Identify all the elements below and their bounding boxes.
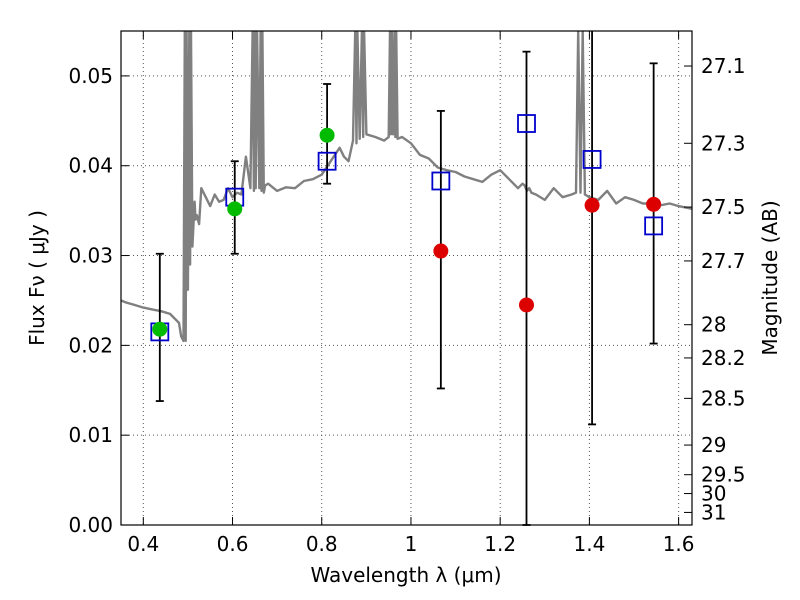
y2-tick-label: 27.5 xyxy=(701,195,746,219)
red-circle-point xyxy=(646,196,662,212)
axes-ticks: 0.4 0.6 0.8 1 1.2 1.4 1.6 0.00 0.01 0.02 0.03 0.04 0… xyxy=(68,31,746,556)
open-square-point xyxy=(431,171,451,191)
grid-lines xyxy=(121,31,692,526)
y-tick-label: 0.05 xyxy=(68,64,113,88)
y2-tick-label: 30 xyxy=(701,482,726,506)
open-square-point xyxy=(317,151,337,171)
red-circle-point xyxy=(518,297,534,313)
x-tick-label: 0.6 xyxy=(217,532,249,556)
y2-tick-label: 28.5 xyxy=(701,386,746,410)
y-tick-label: 0.01 xyxy=(68,423,113,447)
red-circle-point xyxy=(584,197,600,213)
y2-tick-label: 31 xyxy=(701,500,726,524)
y2-tick-label: 29.5 xyxy=(701,463,746,487)
y2-tick-label: 27.1 xyxy=(701,54,746,78)
y-tick-label: 0.00 xyxy=(68,513,113,537)
open-square-point xyxy=(517,114,536,133)
y-tick-label: 0.03 xyxy=(68,244,113,268)
data-markers xyxy=(150,114,664,342)
x-tick-label: 1.2 xyxy=(484,532,516,556)
green-circle-point xyxy=(227,201,243,217)
open-square-point xyxy=(644,216,664,236)
y2-tick-label: 28.2 xyxy=(701,346,746,370)
x-tick-label: 0.4 xyxy=(127,532,159,556)
model-spectrum xyxy=(121,31,692,343)
x-tick-label: 1.6 xyxy=(663,532,695,556)
y2-tick-label: 27.7 xyxy=(701,249,746,273)
y-tick-label: 0.02 xyxy=(68,333,113,357)
y-tick-label: 0.04 xyxy=(68,154,113,178)
plot-frame xyxy=(120,30,693,526)
x-tick-label: 1 xyxy=(405,532,418,556)
y2-tick-label: 27.3 xyxy=(701,131,746,155)
green-circle-point xyxy=(319,127,335,143)
green-circle-point xyxy=(152,321,168,337)
red-circle-point xyxy=(433,243,449,259)
open-square-point xyxy=(582,150,602,169)
y2-tick-label: 28 xyxy=(701,313,726,337)
y2-tick-label: 29 xyxy=(701,433,726,457)
y-axis-label: Flux Fν ( μJy ) xyxy=(25,210,49,346)
y2-axis-label: Magnitude (AB) xyxy=(758,200,782,355)
model-spectrum-line xyxy=(121,31,692,343)
x-tick-label: 0.8 xyxy=(306,532,338,556)
x-tick-label: 1.4 xyxy=(573,532,605,556)
x-axis-label: Wavelength λ (μm) xyxy=(310,563,501,587)
